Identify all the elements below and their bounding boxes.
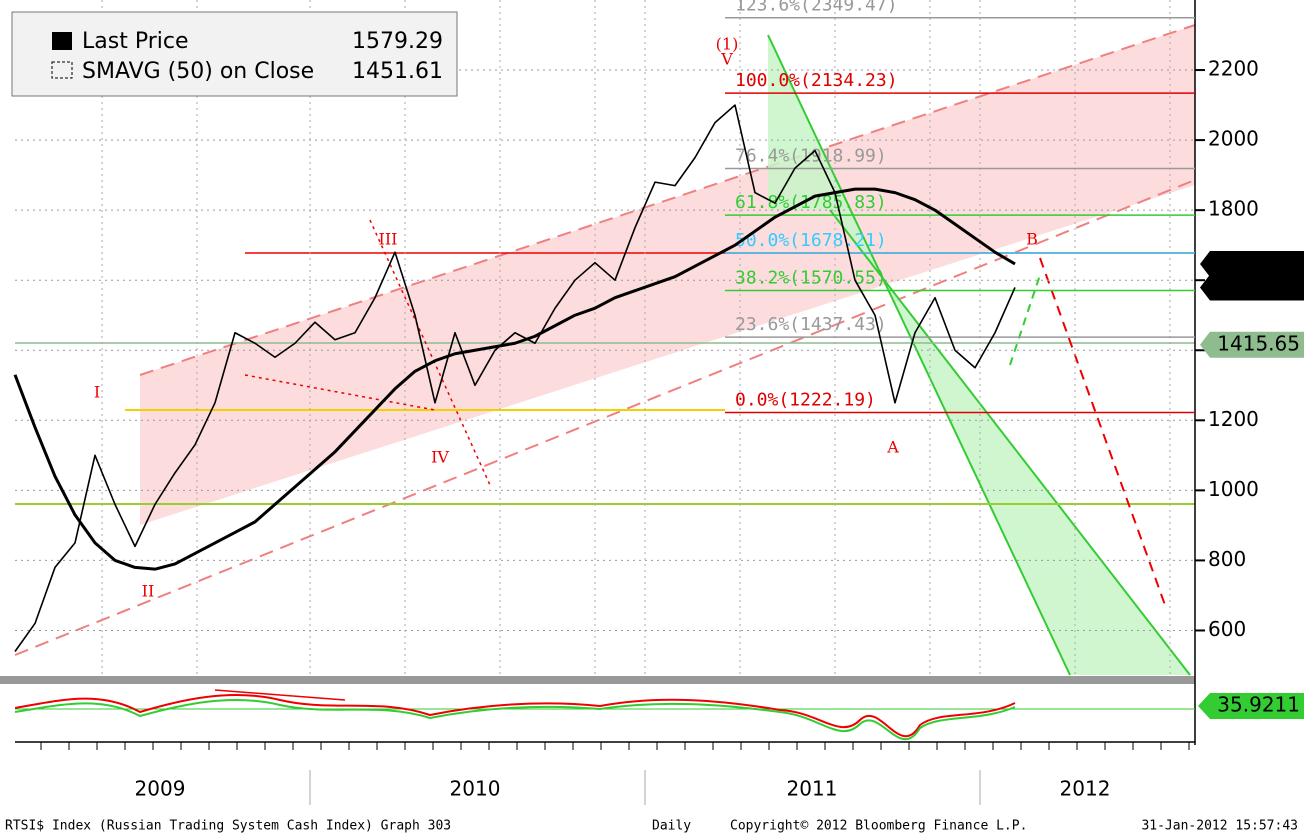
wave-label: II: [142, 582, 155, 601]
fib-label: 0.0%(1222.19): [735, 390, 876, 411]
channel-line: [14, 179, 1196, 656]
channel-line: [829, 209, 1191, 676]
trend-line: [214, 689, 346, 701]
footer-timestamp: 31-Jan-2012 15:57:43: [1141, 819, 1298, 834]
price-tag: [1200, 274, 1304, 301]
indicator-tag: [1198, 693, 1304, 719]
legend: Last Price 1579.29 SMAVG (50) on Close 1…: [11, 11, 458, 97]
legend-value: 1451.61: [352, 59, 443, 84]
wave-label: I: [94, 383, 100, 402]
price-line: [14, 104, 1016, 652]
price-tag-label: 1415.65: [1217, 331, 1300, 355]
x-tick-label: 2011: [787, 777, 838, 801]
wave-label: IV: [431, 448, 449, 467]
price-tag-label: 1579.29: [1217, 274, 1300, 298]
legend-swatch: [52, 32, 72, 50]
legend-value: 1579.29: [352, 29, 443, 54]
indicator-line: [14, 694, 1016, 738]
fib-label: 61.8%(1785.83): [735, 192, 887, 213]
x-tick-label: 2012: [1060, 777, 1111, 801]
sma-line: [13, 187, 1016, 571]
fib-label: 100.0%(2134.23): [735, 70, 898, 91]
footer-copyright: Copyright© 2012 Bloomberg Finance L.P.: [730, 819, 1027, 834]
indicator-line: [14, 699, 1016, 741]
panel-divider: [0, 676, 1195, 684]
footer-frequency: Daily: [652, 819, 691, 834]
wave-label: III: [379, 230, 398, 249]
y-tick-label: 800: [1208, 547, 1246, 571]
fib-label: 23.6%(1437.43): [735, 314, 887, 335]
wave-label: B: [1026, 230, 1038, 249]
y-tick-label: 600: [1208, 617, 1246, 641]
price-tag: [1200, 250, 1304, 277]
legend-swatch: [51, 61, 73, 79]
fib-label: 38.2%(1570.55): [735, 268, 887, 289]
fib-label: 50.0%(1678.21): [735, 230, 887, 251]
projection: [1009, 274, 1041, 366]
pink-channel: [140, 25, 1195, 525]
wave-label: (1): [716, 35, 739, 54]
fib-label: 76.4%(1918.99): [735, 145, 887, 166]
price-tag: [1200, 331, 1304, 358]
channel-line: [139, 24, 1196, 376]
wave-label: A: [886, 438, 899, 457]
x-tick-label: 2009: [135, 777, 186, 801]
wave-label: V: [720, 50, 733, 69]
channel-line: [767, 34, 1071, 676]
projection: [1039, 257, 1166, 606]
legend-label: Last Price: [82, 29, 189, 54]
footer-source: RTSI$ Index (Russian Trading System Cash…: [5, 819, 451, 834]
legend-label: SMAVG (50) on Close: [82, 59, 314, 84]
y-tick-label: 2000: [1208, 127, 1259, 151]
fib-label: 123.6%(2349.47): [735, 0, 898, 16]
legend-box: [11, 11, 458, 97]
y-tick-label: 1800: [1208, 197, 1259, 221]
indicator-label: 35.9211: [1217, 693, 1300, 717]
y-tick-label: 1000: [1208, 477, 1259, 501]
y-tick-label: 2200: [1208, 57, 1259, 81]
x-tick-label: 2010: [450, 777, 501, 801]
price-tag-label: 1646.40: [1217, 250, 1300, 274]
y-tick-label: 1200: [1208, 407, 1259, 431]
